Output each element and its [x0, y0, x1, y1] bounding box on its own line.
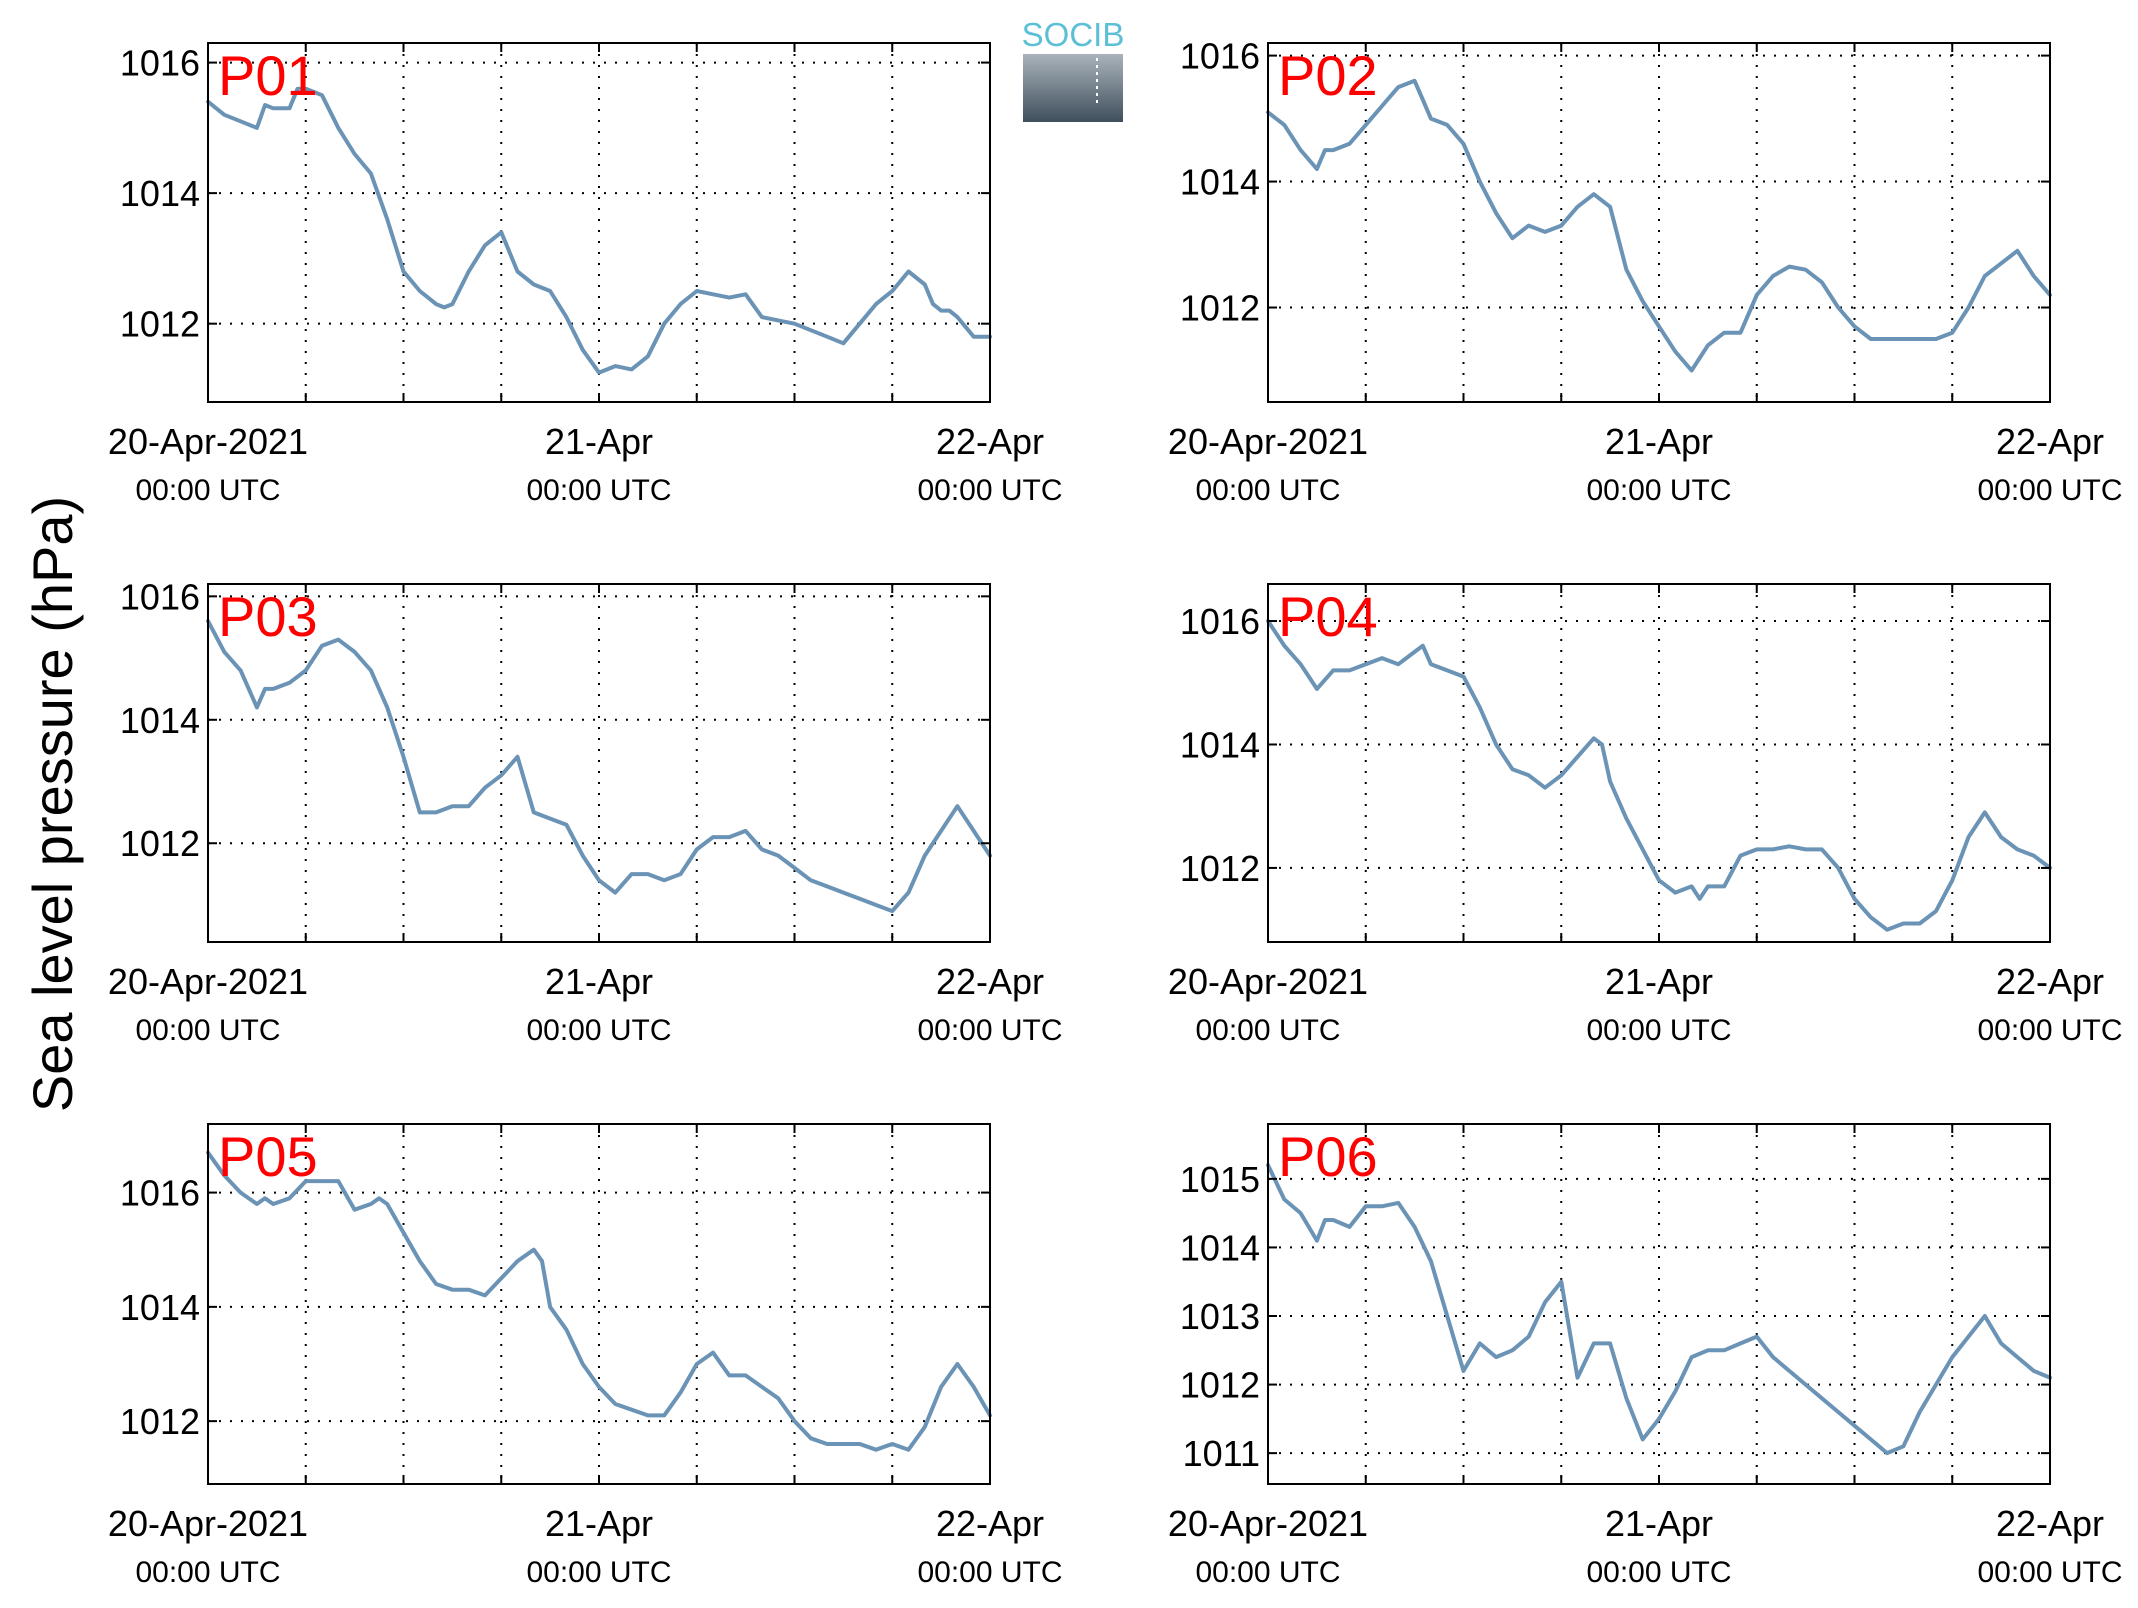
x-tick-sublabel: 00:00 UTC — [917, 1556, 1062, 1589]
series-line — [1266, 1163, 2052, 1456]
socib-logo: SOCIB — [1022, 16, 1125, 122]
series-line — [1266, 619, 2052, 932]
axes-frame — [207, 42, 991, 403]
x-tick-sublabel: 00:00 UTC — [526, 1014, 671, 1047]
series-line — [206, 86, 992, 375]
panel-p02: 1012 1014 1016 20-Apr-2021 00:00 UTC 21-Apr 00… — [1168, 36, 2123, 507]
y-tick-label: 1016 — [120, 43, 200, 84]
series-line — [206, 619, 992, 914]
y-tick-label: 1014 — [1180, 1227, 1260, 1268]
axes-frame — [1267, 42, 2051, 403]
x-tick-label: 21-Apr — [1605, 421, 1713, 462]
x-tick-sublabel: 00:00 UTC — [917, 474, 1062, 507]
x-tick-label: 22-Apr — [1996, 961, 2104, 1002]
x-tick-label: 21-Apr — [1605, 961, 1713, 1002]
x-tick-label: 22-Apr — [936, 1503, 1044, 1544]
logo-text: SOCIB — [1022, 16, 1125, 53]
panels: 1012 1014 1016 20-Apr-2021 00:00 UTC 21-Apr 00… — [108, 36, 2123, 1589]
y-axis-label: Sea level pressure (hPa) — [21, 496, 84, 1112]
panel-label: P06 — [1278, 1125, 1378, 1188]
panel-p05: 1012 1014 1016 20-Apr-2021 00:00 UTC 21-Apr 00… — [108, 1123, 1063, 1589]
y-tick-label: 1012 — [1180, 848, 1260, 889]
x-tick-sublabel: 00:00 UTC — [1586, 474, 1731, 507]
x-tick-sublabel: 00:00 UTC — [1586, 1556, 1731, 1589]
y-tick-label: 1012 — [120, 1401, 200, 1442]
x-tick-sublabel: 00:00 UTC — [1195, 1014, 1340, 1047]
x-tick-label: 22-Apr — [1996, 421, 2104, 462]
y-tick-label: 1016 — [1180, 36, 1260, 77]
x-tick-label: 20-Apr-2021 — [108, 421, 308, 462]
panel-p01: 1012 1014 1016 20-Apr-2021 00:00 UTC 21-Apr 00… — [108, 42, 1063, 507]
x-tick-sublabel: 00:00 UTC — [917, 1014, 1062, 1047]
y-tick-label: 1012 — [1180, 1365, 1260, 1406]
y-tick-label: 1014 — [120, 1287, 200, 1328]
axes-frame — [1267, 583, 2051, 943]
x-tick-sublabel: 00:00 UTC — [1977, 474, 2122, 507]
y-tick-label: 1015 — [1180, 1159, 1260, 1200]
x-tick-label: 20-Apr-2021 — [1168, 1503, 1368, 1544]
x-tick-sublabel: 00:00 UTC — [135, 1556, 280, 1589]
panel-label: P01 — [218, 44, 318, 107]
x-tick-label: 20-Apr-2021 — [1168, 421, 1368, 462]
series-line — [1266, 78, 2052, 373]
panel-p03: 1012 1014 1016 20-Apr-2021 00:00 UTC 21-Apr 00… — [108, 576, 1063, 1047]
x-tick-label: 20-Apr-2021 — [1168, 961, 1368, 1002]
panel-label: P02 — [1278, 44, 1378, 107]
x-tick-sublabel: 00:00 UTC — [1195, 474, 1340, 507]
x-tick-label: 22-Apr — [936, 421, 1044, 462]
x-tick-sublabel: 00:00 UTC — [1195, 1556, 1340, 1589]
y-tick-label: 1012 — [1180, 288, 1260, 329]
x-tick-sublabel: 00:00 UTC — [1977, 1014, 2122, 1047]
axes-frame — [207, 1123, 991, 1485]
x-tick-sublabel: 00:00 UTC — [526, 1556, 671, 1589]
x-tick-label: 22-Apr — [936, 961, 1044, 1002]
logo-box — [1023, 54, 1123, 122]
y-tick-label: 1016 — [120, 1173, 200, 1214]
axes-frame — [1267, 1123, 2051, 1485]
axes-frame — [207, 583, 991, 943]
x-tick-sublabel: 00:00 UTC — [1586, 1014, 1731, 1047]
y-tick-label: 1013 — [1180, 1296, 1260, 1337]
y-tick-label: 1011 — [1183, 1433, 1260, 1474]
panel-p06: 1011 1012 1013 1014 1015 20-Apr-2021 00:00 UTC… — [1168, 1123, 2123, 1589]
x-tick-sublabel: 00:00 UTC — [135, 474, 280, 507]
panel-label: P04 — [1278, 585, 1378, 648]
x-tick-sublabel: 00:00 UTC — [1977, 1556, 2122, 1589]
x-tick-sublabel: 00:00 UTC — [526, 474, 671, 507]
panel-p04: 1012 1014 1016 20-Apr-2021 00:00 UTC 21-Apr 00… — [1168, 583, 2123, 1047]
panel-label: P05 — [218, 1125, 318, 1188]
x-tick-label: 22-Apr — [1996, 1503, 2104, 1544]
y-tick-label: 1016 — [120, 576, 200, 617]
y-tick-label: 1014 — [120, 173, 200, 214]
y-tick-label: 1012 — [120, 823, 200, 864]
y-tick-label: 1016 — [1180, 601, 1260, 642]
y-tick-label: 1014 — [1180, 162, 1260, 203]
x-tick-label: 21-Apr — [1605, 1503, 1713, 1544]
x-tick-label: 20-Apr-2021 — [108, 1503, 308, 1544]
x-tick-sublabel: 00:00 UTC — [135, 1014, 280, 1047]
y-tick-label: 1014 — [1180, 724, 1260, 765]
x-tick-label: 21-Apr — [545, 421, 653, 462]
x-tick-label: 20-Apr-2021 — [108, 961, 308, 1002]
x-tick-label: 21-Apr — [545, 961, 653, 1002]
y-tick-label: 1012 — [120, 304, 200, 345]
panel-label: P03 — [218, 585, 318, 648]
x-tick-label: 21-Apr — [545, 1503, 653, 1544]
y-tick-label: 1014 — [120, 700, 200, 741]
series-line — [206, 1150, 992, 1452]
